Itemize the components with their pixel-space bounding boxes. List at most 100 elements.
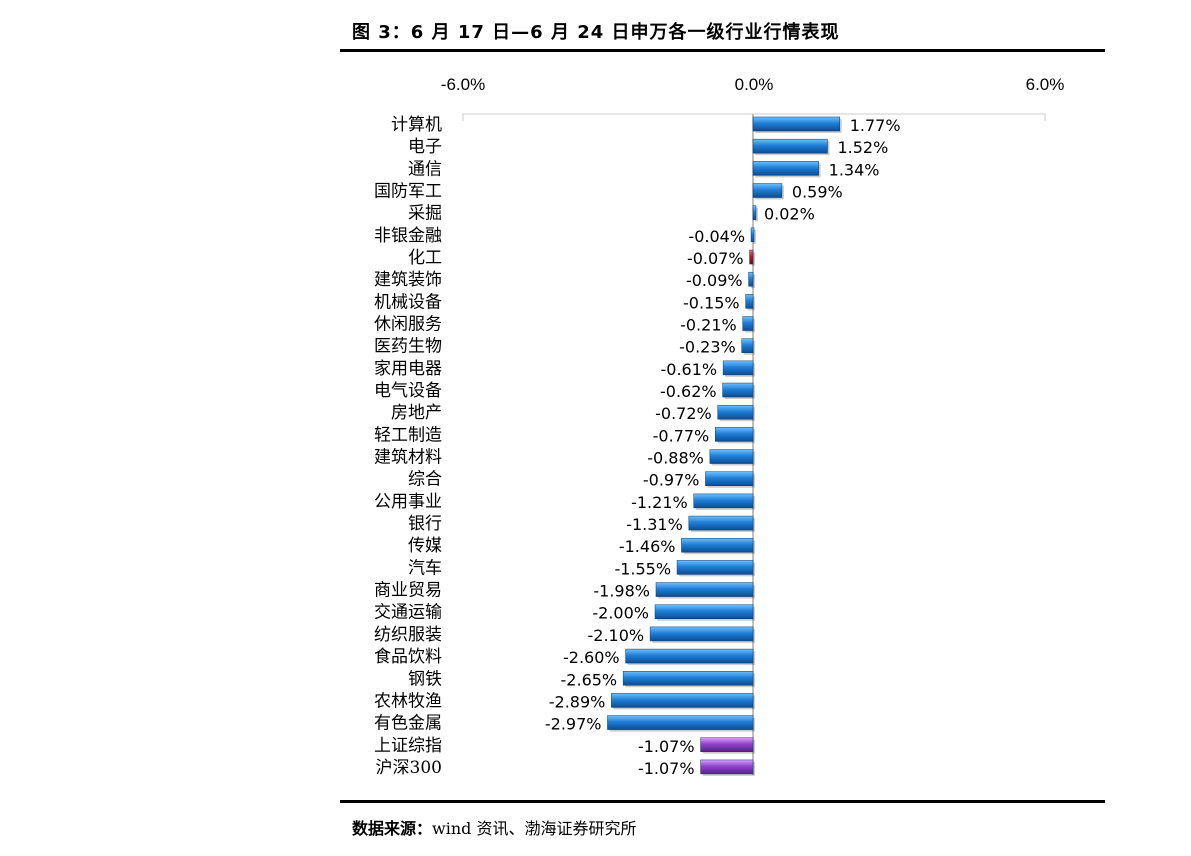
data-label: 1.52% (837, 138, 888, 157)
data-label: -1.21% (631, 493, 688, 512)
bar (722, 360, 754, 376)
data-label: -1.98% (593, 582, 650, 601)
bar (607, 715, 754, 730)
data-label: 1.34% (829, 160, 880, 179)
data-label: -0.72% (655, 404, 712, 423)
source-note: 数据来源：wind 资讯、渤海证券研究所 (352, 815, 636, 839)
category-label: 计算机 (391, 115, 442, 135)
data-label: -0.23% (679, 338, 736, 357)
category-label: 医药生物 (374, 337, 442, 357)
bar (749, 249, 754, 265)
bar (649, 626, 754, 642)
category-label: 商业贸易 (374, 581, 442, 601)
data-label: -1.55% (614, 559, 671, 578)
bar (654, 604, 754, 619)
data-label: -0.62% (660, 382, 717, 401)
category-label: 传媒 (408, 536, 442, 556)
category-label: 有色金属 (374, 714, 442, 734)
category-label: 银行 (408, 514, 442, 534)
bar (700, 737, 754, 753)
category-label: 家用电器 (374, 359, 442, 379)
bar (742, 316, 754, 331)
data-label: -2.60% (563, 648, 620, 667)
data-label: 0.02% (764, 205, 815, 224)
bar (752, 161, 819, 176)
category-label: 建筑材料 (374, 448, 442, 468)
bar (750, 227, 755, 243)
data-label: -0.97% (643, 471, 700, 490)
bar (752, 116, 840, 132)
bottom-rule (340, 800, 1105, 803)
category-label: 采掘 (408, 204, 442, 224)
bar (688, 515, 754, 531)
bar (700, 759, 754, 775)
bar (705, 471, 754, 486)
category-label: 房地产 (391, 403, 442, 423)
data-label: -0.15% (683, 293, 740, 312)
category-label: 通信 (408, 159, 442, 179)
bar (676, 560, 754, 575)
data-label: -2.65% (561, 670, 618, 689)
data-label: -2.00% (592, 604, 649, 623)
data-label: -2.97% (545, 715, 602, 734)
data-label: -0.21% (680, 316, 737, 335)
category-label: 建筑装饰 (374, 270, 442, 290)
data-label: -1.46% (619, 537, 676, 556)
bar (741, 338, 754, 353)
bar (715, 427, 754, 442)
source-label: 数据来源： (352, 819, 433, 838)
bar (748, 271, 754, 287)
category-label: 钢铁 (408, 669, 442, 689)
category-label: 电子 (408, 137, 442, 157)
data-label: -1.07% (638, 737, 695, 756)
category-label: 汽车 (408, 558, 442, 578)
category-label: 轻工制造 (374, 425, 442, 445)
bar (752, 138, 828, 154)
bar (722, 382, 754, 398)
data-label: -2.89% (549, 692, 606, 711)
axis-line (462, 113, 1046, 121)
bar (693, 493, 754, 509)
data-label: 0.59% (792, 183, 843, 202)
category-label: 电气设备 (374, 381, 442, 401)
category-label: 沪深300 (376, 758, 442, 778)
bar (717, 404, 754, 420)
bar (709, 449, 754, 464)
category-label: 休闲服务 (374, 315, 442, 335)
data-label: -0.88% (647, 449, 704, 468)
data-label: -1.07% (638, 759, 695, 778)
category-label: 国防军工 (374, 182, 442, 202)
bar (655, 582, 754, 597)
category-label: 食品饮料 (374, 647, 442, 667)
bar (611, 693, 754, 708)
source-text: wind 资讯、渤海证券研究所 (432, 819, 637, 838)
data-label: -0.61% (661, 360, 718, 379)
category-label: 综合 (408, 470, 442, 490)
category-label: 机械设备 (374, 292, 442, 312)
data-label: 1.77% (850, 116, 901, 135)
data-label: -0.04% (688, 227, 745, 246)
x-tick-label: -6.0% (441, 75, 485, 94)
top-rule (340, 49, 1105, 52)
bar (681, 537, 754, 553)
data-label: -2.10% (587, 626, 644, 645)
data-label: -1.31% (626, 515, 683, 534)
category-label: 纺织服装 (374, 625, 442, 645)
category-label: 交通运输 (374, 603, 442, 623)
category-label: 化工 (408, 248, 442, 268)
bar (622, 671, 754, 686)
bar (752, 183, 783, 198)
category-label: 农林牧渔 (374, 691, 442, 711)
bar (752, 205, 757, 220)
chart-title: 图 3：6 月 17 日—6 月 24 日申万各一级行业行情表现 (352, 22, 840, 43)
x-tick-label: 0.0% (735, 75, 774, 94)
x-tick-label: 6.0% (1026, 75, 1065, 94)
data-label: -0.09% (686, 271, 743, 290)
data-label: -0.77% (653, 426, 710, 445)
category-label: 上证综指 (374, 736, 442, 756)
bar (745, 294, 754, 309)
bar (625, 648, 754, 664)
data-label: -0.07% (687, 249, 744, 268)
category-label: 公用事业 (374, 492, 442, 512)
